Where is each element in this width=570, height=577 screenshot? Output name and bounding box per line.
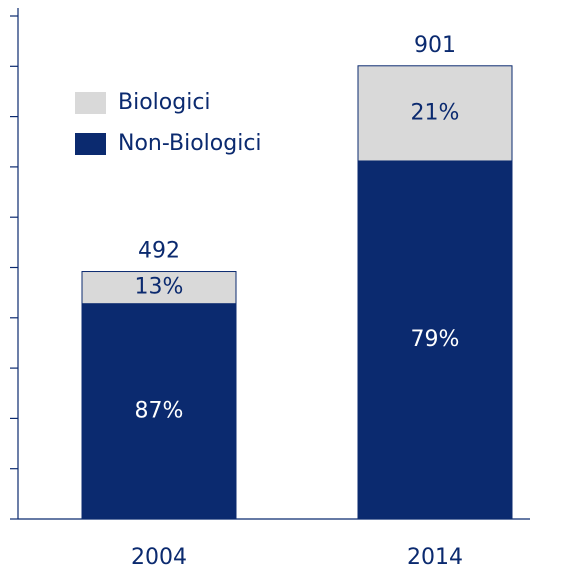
x-tick-label: 2004 [131,545,187,570]
legend-label: Biologici [118,90,211,115]
bar-segment [81,271,237,305]
total-label: 901 [414,33,456,58]
segment-label: 13% [135,275,184,300]
total-label: 492 [138,239,180,264]
bar-segment [81,303,237,520]
bar-segment [357,65,513,162]
legend-label: Non-Biologici [118,131,262,156]
segment-label: 79% [411,327,460,352]
legend-swatch [75,133,106,155]
segment-label: 87% [135,398,184,423]
bar-segment [357,160,513,520]
legend-swatch [75,92,106,114]
x-tick-label: 2014 [407,545,463,570]
segment-label: 21% [411,100,460,125]
